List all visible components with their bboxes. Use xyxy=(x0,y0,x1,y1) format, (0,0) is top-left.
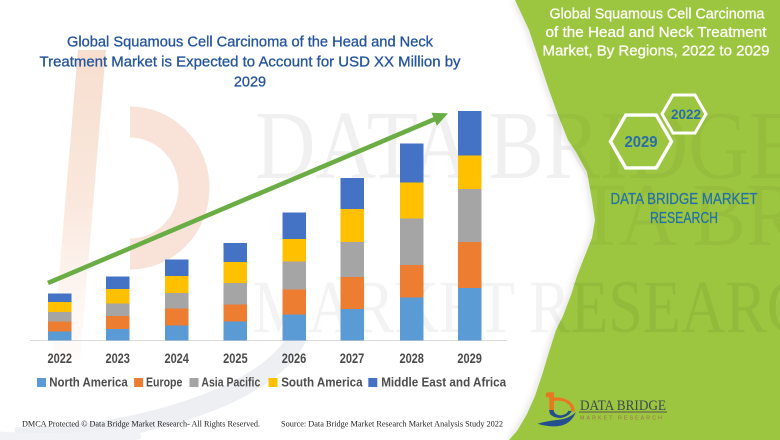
svg-text:RESEARCH: RESEARCH xyxy=(650,210,718,227)
svg-text:2022: 2022 xyxy=(48,350,73,366)
svg-text:2022: 2022 xyxy=(671,107,701,122)
svg-text:Source: Data Bridge Market Res: Source: Data Bridge Market Research Mark… xyxy=(281,419,503,429)
svg-text:MARKET RESEARCH: MARKET RESEARCH xyxy=(580,416,664,422)
svg-text:2029: 2029 xyxy=(457,350,482,366)
svg-text:Europe: Europe xyxy=(146,376,182,390)
svg-text:2026: 2026 xyxy=(282,350,307,366)
svg-text:Global Squamous Cell Carcinoma: Global Squamous Cell Carcinoma of the He… xyxy=(67,35,434,51)
svg-text:2028: 2028 xyxy=(399,350,424,366)
svg-text:South America: South America xyxy=(281,376,363,390)
svg-text:DMCA Protected © Data Bridge M: DMCA Protected © Data Bridge Market Rese… xyxy=(22,419,260,429)
svg-text:North America: North America xyxy=(49,376,129,390)
svg-text:2024: 2024 xyxy=(164,350,189,366)
svg-text:of the Head and Neck Treatment: of the Head and Neck Treatment xyxy=(546,24,768,41)
svg-text:Global Squamous Cell Carcinoma: Global Squamous Cell Carcinoma xyxy=(550,6,766,23)
svg-text:2029: 2029 xyxy=(234,75,266,91)
svg-text:Asia Pacific: Asia Pacific xyxy=(201,376,260,390)
svg-text:Market, By Regions, 2022 to 20: Market, By Regions, 2022 to 2029 xyxy=(543,43,770,60)
svg-text:2025: 2025 xyxy=(223,350,248,366)
svg-text:Treatment Market is Expected t: Treatment Market is Expected to Account … xyxy=(40,55,462,71)
svg-text:Middle East and Africa: Middle East and Africa xyxy=(381,376,507,390)
svg-text:DATA BRIDGE MARKET: DATA BRIDGE MARKET xyxy=(611,191,758,208)
svg-text:DATA BRIDGE: DATA BRIDGE xyxy=(580,398,666,414)
svg-text:2023: 2023 xyxy=(105,350,130,366)
svg-text:2027: 2027 xyxy=(340,350,365,366)
svg-text:2029: 2029 xyxy=(625,134,658,151)
